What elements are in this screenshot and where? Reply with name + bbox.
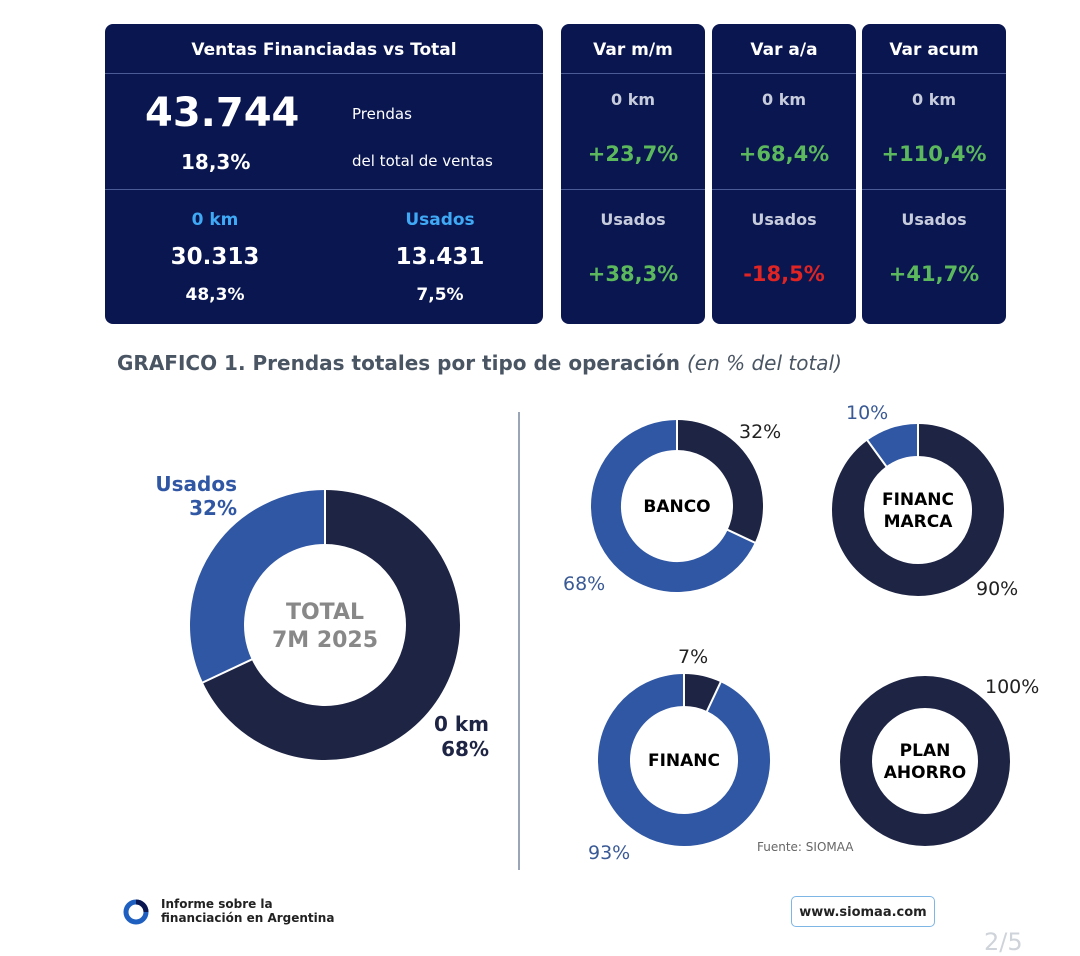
var-okm-label: 0 km bbox=[911, 90, 956, 109]
chart-heading-title: GRAFICO 1. Prendas totales por tipo de o… bbox=[117, 351, 680, 375]
banco-usados-pct: 68% bbox=[563, 573, 606, 595]
financ-marca-donut-slice-0km bbox=[832, 424, 1004, 596]
chart-divider bbox=[518, 412, 520, 870]
total-donut-separator bbox=[201, 658, 254, 684]
footer-line2: financiación en Argentina bbox=[161, 911, 335, 925]
marca-usados-pct: 10% bbox=[846, 402, 889, 424]
divider bbox=[561, 189, 705, 190]
financ-okm-pct: 7% bbox=[678, 646, 709, 668]
var-usados-value: -18,5% bbox=[743, 262, 825, 286]
footer-text: Informe sobre la financiación en Argenti… bbox=[161, 897, 334, 925]
divider bbox=[105, 189, 543, 190]
source-note: Fuente: SIOMAA bbox=[757, 840, 854, 854]
plan-ahorro-donut-center-label: PLAN bbox=[900, 741, 951, 761]
usados-pct: 7,5% bbox=[416, 285, 464, 305]
banco-donut-slice-usados bbox=[591, 420, 755, 592]
var-usados-label: Usados bbox=[600, 210, 666, 229]
main-okm-name: 0 km bbox=[433, 712, 489, 736]
share-label: del total de ventas bbox=[352, 152, 493, 170]
main-okm-pct: 68% bbox=[441, 737, 489, 761]
var-okm-value: +68,4% bbox=[738, 142, 830, 166]
main-usados-label: Usados 32% bbox=[140, 472, 237, 520]
page-number: 2/5 bbox=[984, 928, 1023, 956]
usados-label: Usados bbox=[405, 210, 475, 230]
main-usados-name: Usados bbox=[155, 472, 237, 496]
financ-marca-donut-center-label: MARCA bbox=[884, 512, 954, 532]
total-donut-center-label: TOTAL bbox=[286, 600, 364, 625]
plan-ahorro-donut-slice-0km bbox=[840, 676, 1010, 846]
var-title: Var acum bbox=[889, 40, 979, 60]
summary-title: Ventas Financiadas vs Total bbox=[191, 40, 457, 60]
banco-okm-pct: 32% bbox=[739, 421, 782, 443]
divider bbox=[862, 189, 1006, 190]
okm-pct: 48,3% bbox=[185, 285, 245, 305]
ahorro-okm-pct: 100% bbox=[985, 676, 1040, 698]
var-okm-value: +23,7% bbox=[587, 142, 679, 166]
main-usados-pct: 32% bbox=[189, 496, 237, 520]
website-link[interactable]: www.siomaa.com bbox=[791, 896, 935, 927]
okm-label: 0 km bbox=[191, 210, 239, 230]
divider bbox=[712, 73, 856, 74]
main-okm-label: 0 km 68% bbox=[400, 712, 489, 762]
banco-donut-slice-0km bbox=[676, 420, 763, 543]
financ-marca-donut-center-label: FINANC bbox=[882, 490, 954, 510]
financ-donut-separator bbox=[705, 680, 722, 713]
divider bbox=[561, 73, 705, 74]
var-title: Var m/m bbox=[593, 40, 673, 60]
total-donut-center-label: 7M 2025 bbox=[272, 628, 378, 653]
var-usados-value: +38,3% bbox=[587, 262, 679, 286]
total-donut-slice-usados bbox=[190, 490, 326, 683]
divider bbox=[105, 73, 543, 74]
plan-ahorro-donut-center-label: AHORRO bbox=[884, 763, 966, 783]
var-mm-panel: Var m/m 0 km +23,7% Usados +38,3% bbox=[561, 24, 705, 324]
chart-heading-subtitle: (en % del total) bbox=[686, 351, 842, 375]
banco-donut-separator bbox=[726, 528, 757, 544]
footer-line1: Informe sobre la bbox=[161, 897, 273, 911]
divider bbox=[862, 73, 1006, 74]
divider bbox=[712, 189, 856, 190]
financ-marca-donut-separator bbox=[866, 439, 888, 468]
summary-panel: Ventas Financiadas vs Total 43.744 Prend… bbox=[105, 24, 543, 324]
financ-donut-slice-0km bbox=[683, 674, 721, 712]
marca-okm-pct: 90% bbox=[976, 578, 1019, 600]
financ-usados-pct: 93% bbox=[588, 842, 631, 864]
chart-heading: GRAFICO 1. Prendas totales por tipo de o… bbox=[117, 351, 842, 375]
financ-donut-slice-usados bbox=[598, 674, 770, 846]
var-okm-label: 0 km bbox=[761, 90, 806, 109]
siomaa-logo-icon bbox=[123, 899, 149, 925]
var-aa-panel: Var a/a 0 km +68,4% Usados -18,5% bbox=[712, 24, 856, 324]
var-usados-label: Usados bbox=[901, 210, 967, 229]
total-value: 43.744 bbox=[145, 90, 300, 136]
var-acum-panel: Var acum 0 km +110,4% Usados +41,7% bbox=[862, 24, 1006, 324]
banco-donut-center-label: BANCO bbox=[643, 497, 710, 517]
share-value: 18,3% bbox=[181, 150, 251, 174]
total-label: Prendas bbox=[352, 105, 412, 123]
usados-value: 13.431 bbox=[395, 244, 485, 270]
var-title: Var a/a bbox=[750, 40, 818, 60]
financ-marca-donut-slice-usados bbox=[867, 424, 919, 467]
financ-donut-center-label: FINANC bbox=[648, 751, 720, 771]
var-okm-label: 0 km bbox=[610, 90, 655, 109]
total-donut-slice-0km bbox=[202, 490, 460, 760]
var-usados-value: +41,7% bbox=[888, 262, 980, 286]
var-okm-value: +110,4% bbox=[881, 142, 987, 166]
var-usados-label: Usados bbox=[751, 210, 817, 229]
okm-value: 30.313 bbox=[170, 244, 260, 270]
